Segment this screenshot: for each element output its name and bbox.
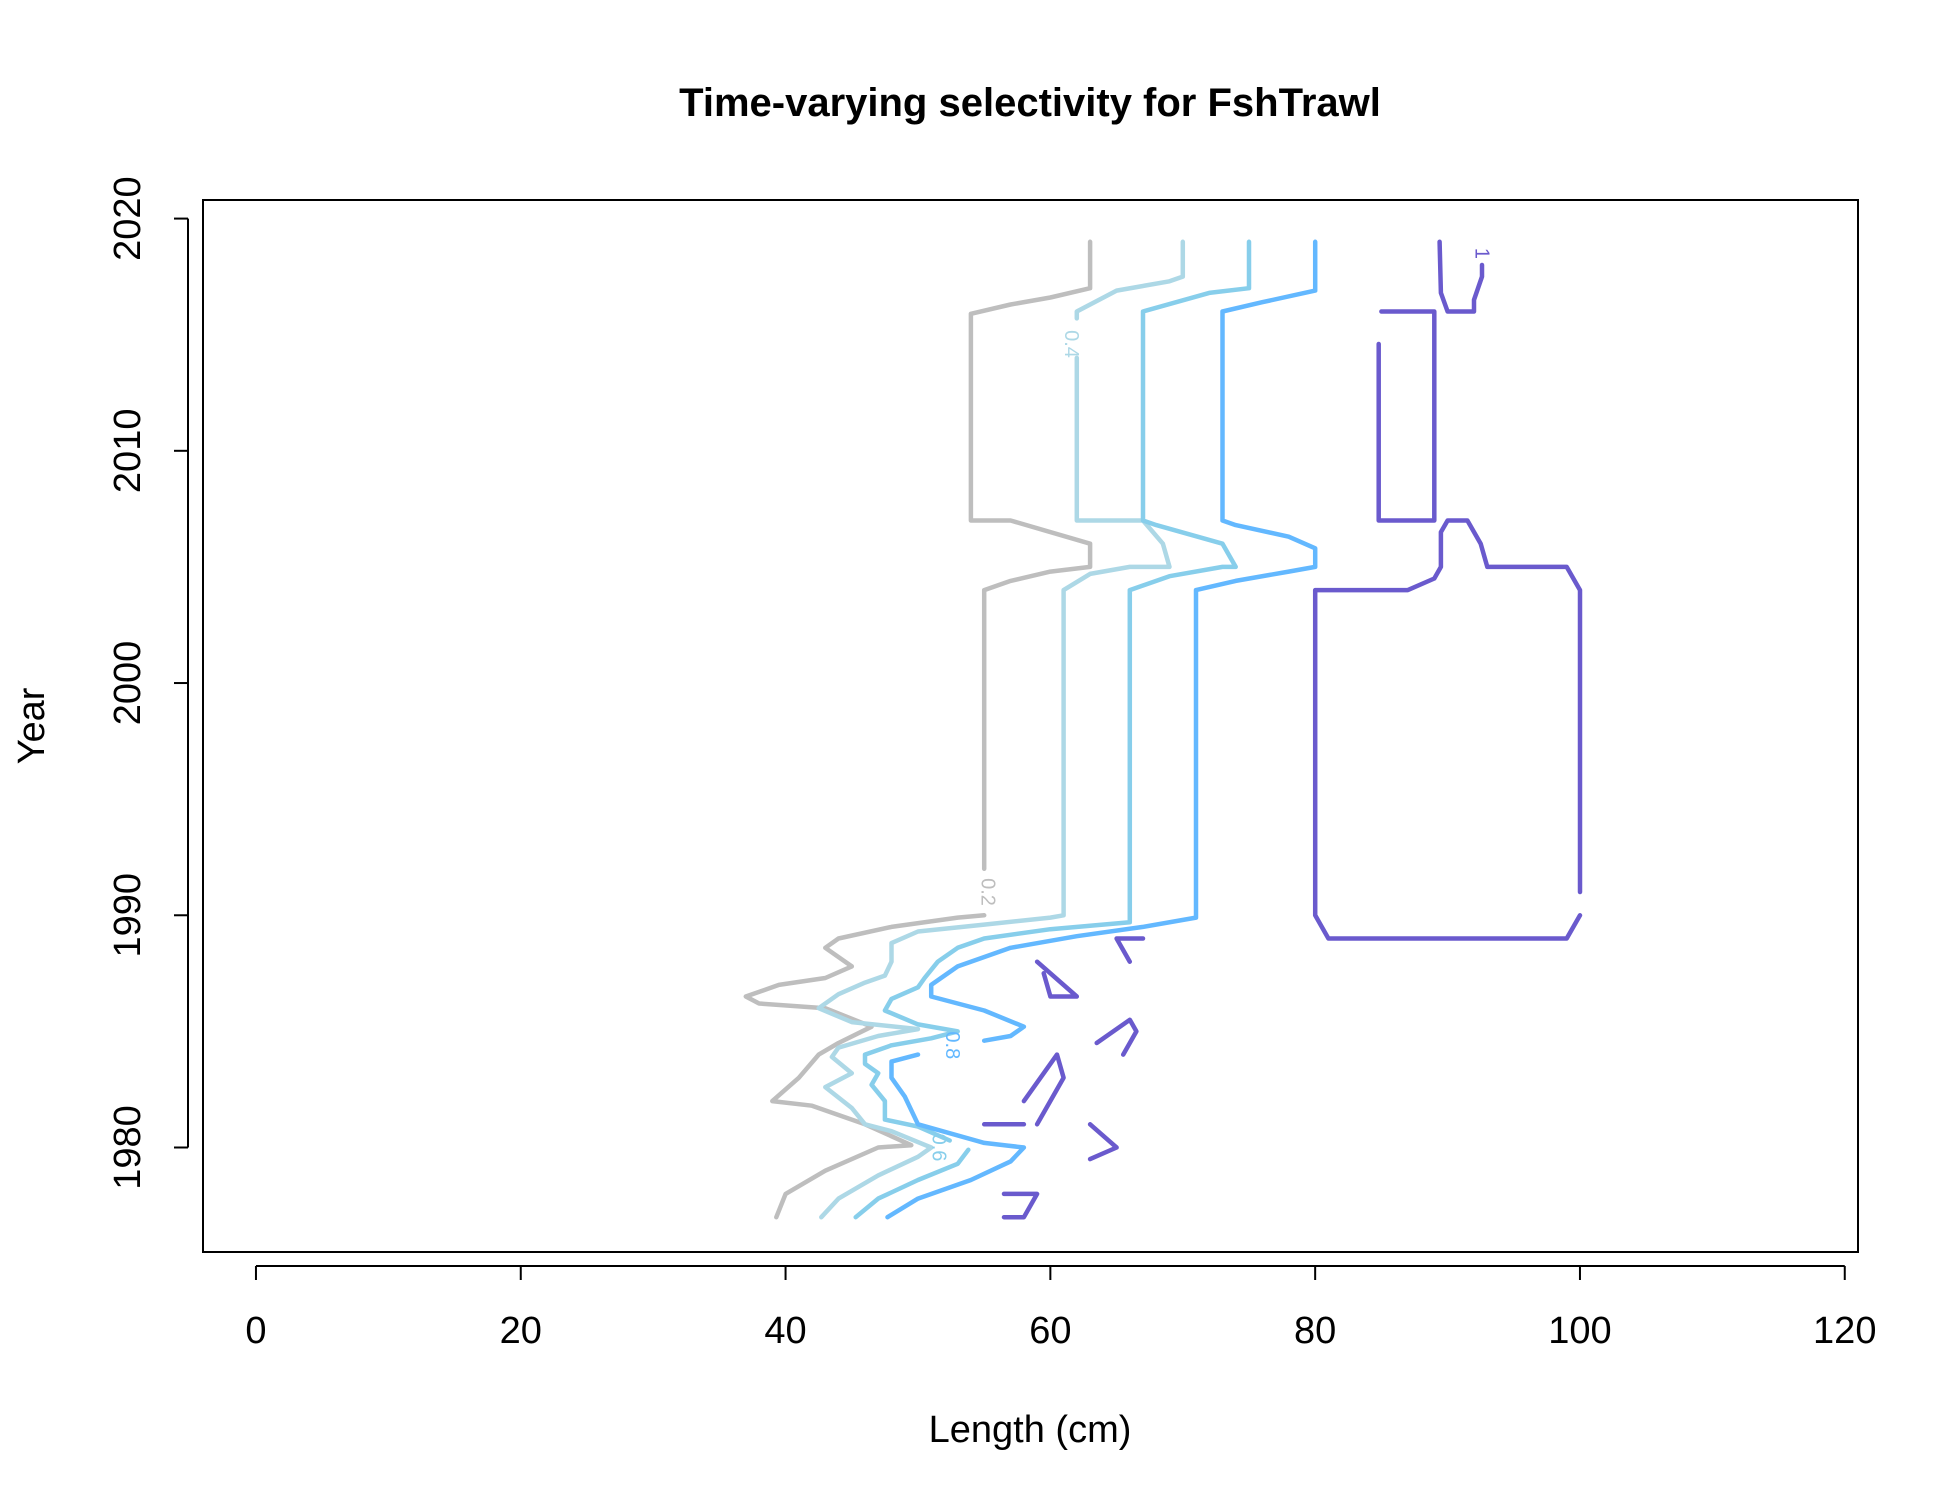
y-tick-label: 2000 — [107, 641, 149, 726]
contour-label-0.6: 0.6 — [928, 1134, 950, 1162]
contour-label-0.4: 0.4 — [1060, 330, 1082, 358]
x-tick-label: 40 — [764, 1310, 806, 1352]
contour-line-1 — [1087, 1122, 1119, 1162]
contour-line-1 — [1437, 239, 1485, 314]
contour-label-0.2: 0.2 — [977, 878, 999, 906]
y-axis-title: Year — [11, 687, 53, 764]
x-tick-label: 100 — [1548, 1310, 1611, 1352]
contour-line-1 — [1376, 309, 1437, 523]
contour-line-0.4 — [816, 355, 1172, 1220]
y-tick-label: 1980 — [107, 1105, 149, 1190]
y-tick-label: 1990 — [107, 873, 149, 958]
x-tick-label: 80 — [1294, 1310, 1336, 1352]
x-tick-label: 60 — [1029, 1310, 1071, 1352]
contour-line-0.4 — [1074, 239, 1186, 321]
contour-lines — [743, 239, 1583, 1220]
plot-frame — [202, 199, 1859, 1253]
contour-label-0.8: 0.8 — [941, 1031, 963, 1059]
x-axis-title: Length (cm) — [929, 1409, 1132, 1451]
contour-line-1 — [1001, 1191, 1040, 1220]
contour-line-1 — [1094, 1017, 1139, 1057]
x-axis: 0 20 40 60 80 100 120 — [245, 1265, 1876, 1352]
contour-line-1 — [1021, 1052, 1066, 1127]
contour-line-1 — [1114, 936, 1146, 964]
contour-labels: 0.2 0.4 0.6 0.8 1 — [928, 248, 1493, 1162]
contour-line-0.8 — [928, 239, 1318, 1043]
x-tick-label: 20 — [500, 1310, 542, 1352]
x-tick-label: 120 — [1813, 1310, 1876, 1352]
y-tick-label: 2010 — [107, 409, 149, 494]
contour-label-1: 1 — [1470, 248, 1492, 259]
contour-line-0.8 — [885, 1052, 1027, 1220]
contour-line-0.2 — [743, 913, 987, 1220]
contour-line-1 — [1312, 518, 1583, 941]
contour-line-0.6 — [862, 239, 1252, 1143]
y-tick-label: 2020 — [107, 176, 149, 261]
contour-line-0.6 — [853, 1147, 971, 1220]
chart-title: Time-varying selectivity for FshTrawl — [679, 81, 1381, 125]
contour-line-1 — [1034, 959, 1080, 999]
x-tick-label: 0 — [245, 1310, 266, 1352]
contour-line-0.2 — [968, 239, 1093, 872]
y-axis: 1980 1990 2000 2010 2020 — [107, 176, 189, 1190]
